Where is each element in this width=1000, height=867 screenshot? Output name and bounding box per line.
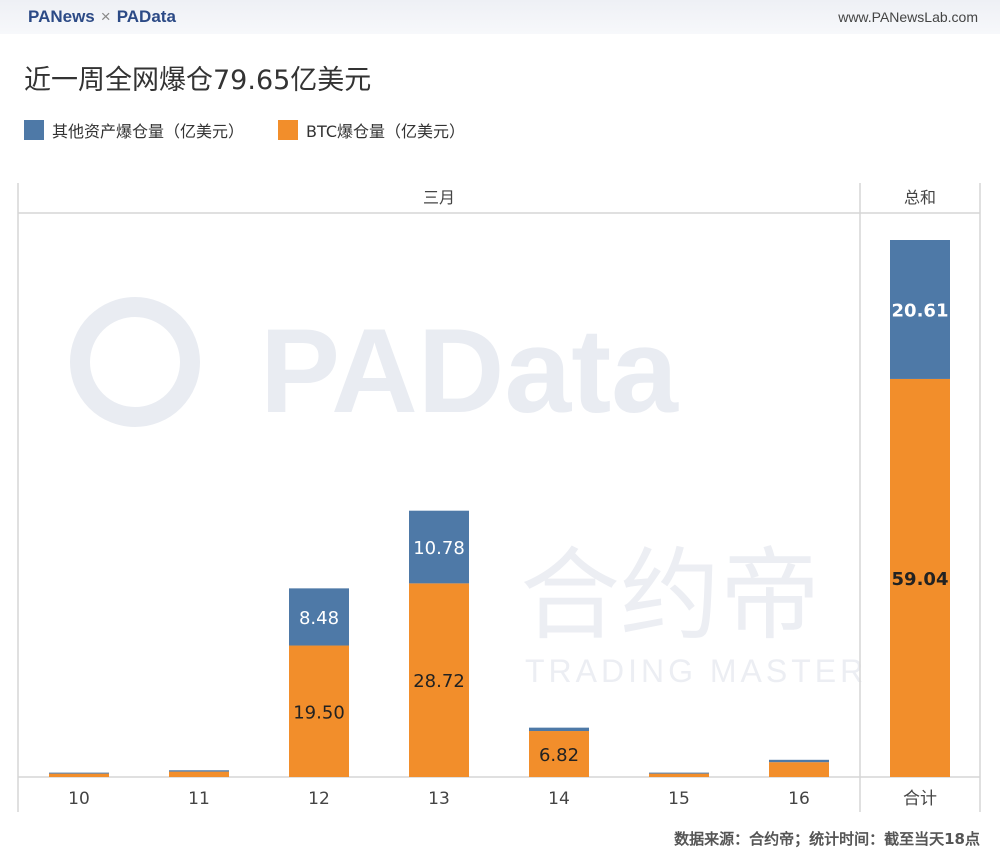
data-label: 28.72 (413, 671, 465, 692)
x-tick-label: 12 (308, 789, 330, 809)
bar-btc (890, 378, 950, 777)
bar-other (529, 727, 589, 732)
bar-btc (289, 645, 349, 777)
watermark-hyd: 合约帝 (520, 537, 820, 654)
legend-label-btc: BTC爆仓量（亿美元） (306, 122, 466, 141)
watermark-trading-master: TRADING MASTER (525, 653, 867, 689)
bar-other (49, 772, 109, 774)
brand-panews: PANews (28, 7, 95, 26)
x-tick-label: 13 (428, 789, 450, 809)
data-label: 8.48 (299, 608, 339, 629)
data-label: 20.61 (892, 300, 949, 321)
brand-padata: PAData (116, 7, 176, 26)
site-url: www.PANewsLab.com (838, 9, 978, 25)
bar-other (169, 770, 229, 772)
brand-separator: × (100, 7, 111, 26)
data-label: 19.50 (293, 702, 345, 723)
watermark: PAData 合约帝 TRADING MASTER (70, 297, 867, 689)
watermark-logo-icon (70, 297, 200, 427)
chart-title: 近一周全网爆仓79.65亿美元 (24, 65, 372, 96)
bar-btc (409, 583, 469, 777)
x-tick-label: 15 (668, 789, 690, 809)
source-note: 数据来源：合约帝；统计时间：截至当天18点 (674, 830, 980, 848)
legend-label-other: 其他资产爆仓量（亿美元） (52, 122, 245, 141)
watermark-padata: PAData (260, 304, 679, 438)
legend-swatch-other (24, 120, 44, 140)
legend-item-btc: BTC爆仓量（亿美元） (278, 118, 465, 142)
bar-btc (49, 773, 109, 777)
bar-other (409, 510, 469, 584)
legend: 其他资产爆仓量（亿美元） BTC爆仓量（亿美元） (24, 118, 465, 142)
group-label-total: 总和 (904, 188, 936, 207)
legend-item-other: 其他资产爆仓量（亿美元） (24, 118, 244, 142)
bar-btc (649, 773, 709, 777)
x-tick-label: 10 (68, 789, 90, 809)
bar-other (289, 588, 349, 646)
brand: PANews × PAData (28, 7, 176, 27)
bar-other (769, 759, 829, 763)
x-tick-label: 16 (788, 789, 810, 809)
x-tick-label: 14 (548, 789, 570, 809)
data-label: 59.04 (892, 569, 949, 590)
x-tick-label: 11 (188, 789, 210, 809)
data-label: 6.82 (539, 745, 579, 766)
top-bar: PANews × PAData www.PANewsLab.com (0, 0, 1000, 34)
bar-other (890, 240, 950, 379)
bar-btc (769, 762, 829, 777)
group-label-march: 三月 (423, 188, 455, 207)
bar-other (649, 772, 709, 774)
data-label: 10.78 (413, 538, 465, 559)
bar-btc (529, 731, 589, 777)
x-tick-label: 合计 (903, 789, 937, 809)
legend-swatch-btc (278, 120, 299, 140)
bar-btc (169, 771, 229, 777)
